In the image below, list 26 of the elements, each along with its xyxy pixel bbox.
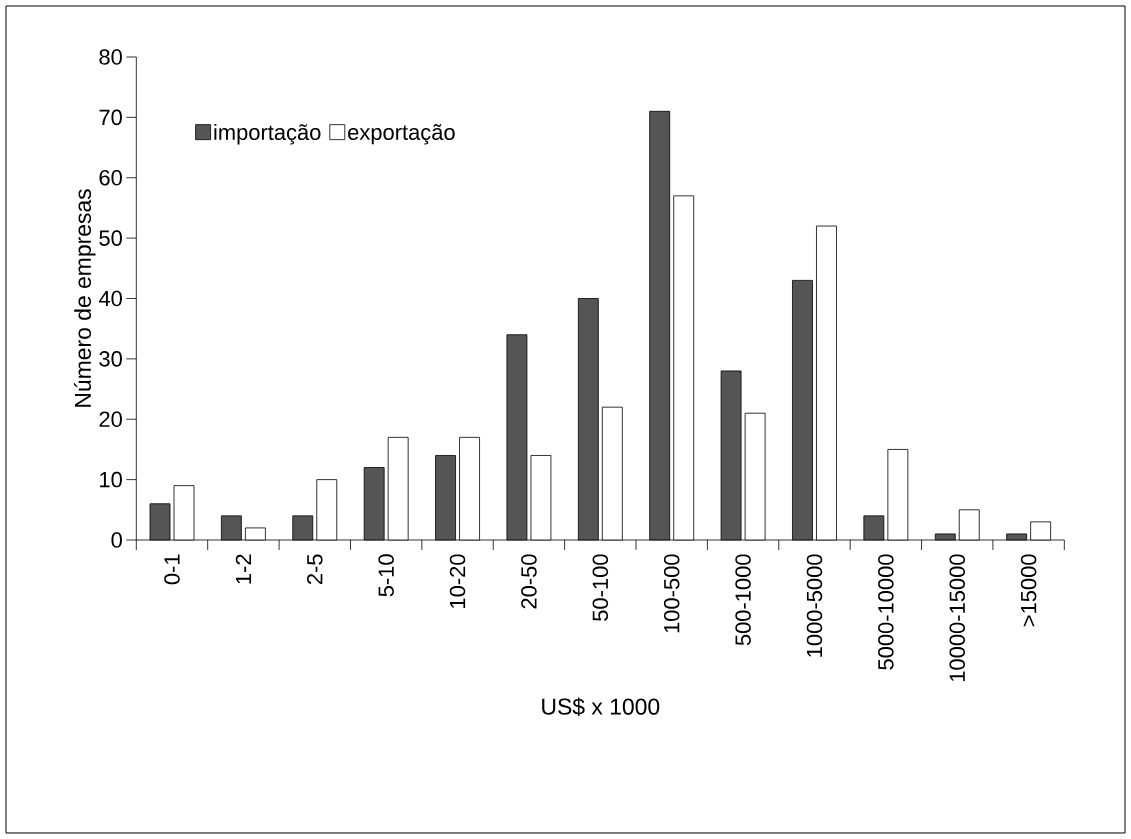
x-tick-label: 1000-5000: [806, 554, 823, 657]
y-tick-label: 50: [99, 230, 122, 246]
y-tick-label: 40: [98, 290, 122, 307]
x-tick-label: 5000-10000: [878, 554, 894, 670]
y-tick-label: 80: [99, 49, 122, 65]
y-axis-title: Número de empresas: [73, 189, 96, 407]
x-tick-label: 100-500: [663, 554, 680, 633]
x-tick-label: >15000: [1020, 554, 1037, 627]
y-tick-label: 20: [99, 411, 122, 427]
x-tick-label: 50-100: [592, 554, 609, 621]
x-tick-label: 2-5: [307, 554, 323, 585]
y-tick-label: 10: [100, 471, 122, 488]
x-tick-label: 5-10: [378, 554, 394, 597]
legend-label: exportação: [348, 124, 455, 145]
x-tick-label: 500-1000: [735, 554, 751, 646]
x-tick-label: 10-20: [449, 554, 466, 608]
x-axis-title: US$ x 1000: [542, 697, 660, 717]
x-tick-label: 1-2: [235, 554, 252, 584]
y-tick-label: 70: [99, 109, 122, 126]
x-tick-label: 0-1: [164, 554, 180, 585]
x-tick-label: 20-50: [521, 554, 537, 609]
y-tick-label: 0: [111, 532, 122, 548]
x-tick-label: 10000-15000: [949, 554, 966, 682]
legend-label: importação: [214, 123, 321, 145]
y-tick-label: 30: [99, 351, 122, 367]
y-tick-label: 60: [99, 169, 122, 186]
